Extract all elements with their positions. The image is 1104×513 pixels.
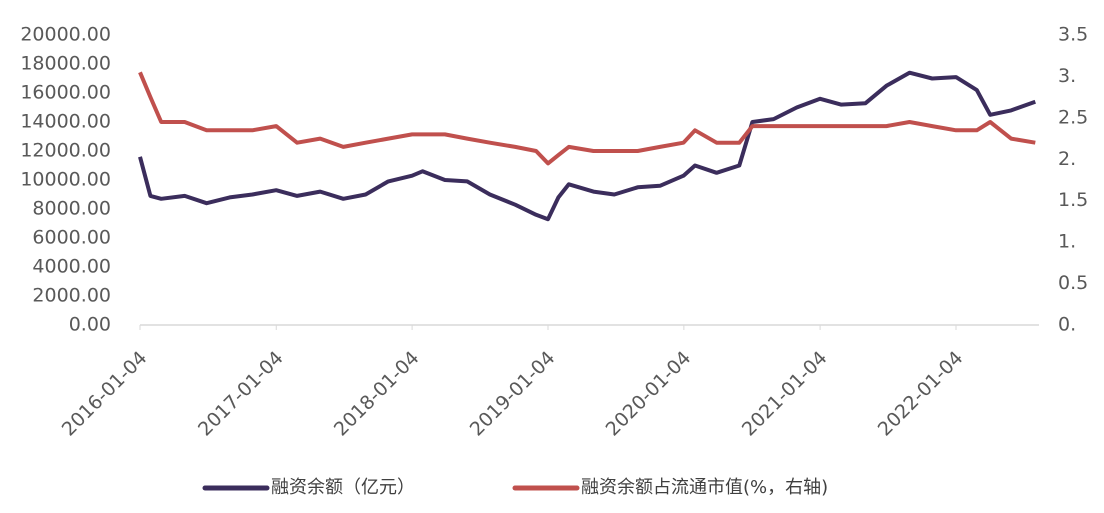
legend-label: 融资余额（亿元） xyxy=(271,477,415,498)
y-tick-label: 6000.00 xyxy=(32,227,111,249)
y-tick-label: 10000.00 xyxy=(20,169,111,191)
y-tick-label: 2000.00 xyxy=(32,285,111,307)
y2-tick-label: 2. xyxy=(1058,148,1076,170)
y-tick-label: 8000.00 xyxy=(32,198,111,220)
y2-tick-label: 3.5 xyxy=(1058,24,1088,46)
legend-label: 融资余额占流通市值(%，右轴) xyxy=(581,477,828,498)
x-tick-label: 2019-01-04 xyxy=(466,347,560,441)
series-line xyxy=(138,71,1036,166)
y-tick-label: 16000.00 xyxy=(20,82,111,104)
y2-tick-label: 0. xyxy=(1058,314,1076,336)
y2-tick-label: 3. xyxy=(1058,65,1076,87)
x-tick-label: 2020-01-04 xyxy=(602,347,696,441)
y-tick-label: 12000.00 xyxy=(20,140,111,162)
y2-tick-label: 0.5 xyxy=(1058,272,1088,294)
x-tick-label: 2022-01-04 xyxy=(874,347,968,441)
y2-tick-label: 1. xyxy=(1058,231,1076,253)
x-tick-label: 2017-01-04 xyxy=(194,347,288,441)
y2-tick-label: 2.5 xyxy=(1058,106,1088,128)
series-line xyxy=(138,70,1036,222)
y-tick-label: 4000.00 xyxy=(32,256,111,278)
x-tick-label: 2016-01-04 xyxy=(58,347,152,441)
y-tick-label: 0.00 xyxy=(69,314,111,336)
y-tick-label: 20000.00 xyxy=(20,24,111,46)
legend: 融资余额（亿元） 融资余额占流通市值(%，右轴) xyxy=(202,477,828,498)
x-tick-label: 2021-01-04 xyxy=(738,347,832,441)
y-tick-label: 18000.00 xyxy=(20,53,111,75)
y-tick-label: 14000.00 xyxy=(20,111,111,133)
y2-tick-label: 1.5 xyxy=(1058,189,1088,211)
x-tick-label: 2018-01-04 xyxy=(330,347,424,441)
